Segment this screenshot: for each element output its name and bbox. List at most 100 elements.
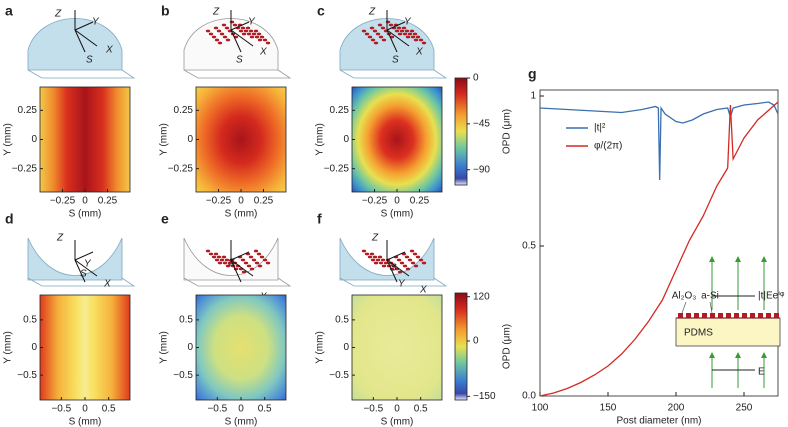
- inset-post: [694, 313, 699, 318]
- heatmap: [195, 294, 287, 401]
- meta-atom: [253, 29, 259, 33]
- axis-arrow: [230, 251, 250, 261]
- axis-arrow: [230, 259, 254, 277]
- meta-atom: [377, 23, 383, 27]
- heatmap: [39, 294, 131, 401]
- meta-atom: [361, 29, 367, 33]
- meta-atom: [397, 32, 403, 36]
- y-tick-label: −0.5: [173, 370, 193, 381]
- meta-atom: [251, 32, 257, 36]
- y-tick-label: −0.5: [17, 370, 37, 381]
- colorbar-tick-label: −90: [473, 164, 490, 175]
- sketch-label: Y: [84, 259, 92, 270]
- x-tick-label: 250: [736, 403, 753, 414]
- meta-atom: [211, 35, 217, 39]
- axis-arrow: [74, 259, 86, 283]
- meta-atom: [221, 23, 227, 27]
- meta-atom: [369, 26, 375, 30]
- meta-atom: [262, 38, 268, 42]
- inset-label: Al₂O₃: [672, 291, 697, 302]
- y-axis-label: Y (mm): [315, 331, 326, 364]
- inset-label: E: [758, 367, 765, 378]
- meta-atom: [243, 261, 249, 265]
- sketch-label: Z: [56, 233, 64, 244]
- meta-atom: [251, 258, 257, 262]
- inset-arrowhead: [709, 352, 715, 358]
- meta-atom: [240, 258, 246, 262]
- meta-atom: [407, 258, 413, 262]
- x-tick-label: 0.5: [102, 404, 116, 415]
- axis-arrow: [386, 259, 410, 277]
- axis-arrow: [230, 259, 242, 283]
- meta-atom: [373, 41, 379, 45]
- x-axis-label: Post diameter (nm): [616, 416, 701, 427]
- meta-atom: [412, 32, 418, 36]
- inset-label: |t|Eeⁱᵠ: [758, 291, 785, 302]
- x-tick-label: 0: [238, 404, 244, 415]
- panel-label: b: [161, 3, 170, 19]
- meta-atom: [381, 38, 387, 42]
- meta-atom: [405, 267, 411, 271]
- meta-atom: [399, 261, 405, 265]
- inset-post: [710, 313, 715, 318]
- meta-atom: [248, 29, 254, 33]
- colorbar: [454, 292, 468, 401]
- meta-atom: [222, 35, 228, 39]
- meta-atom: [404, 29, 410, 33]
- meta-atom: [404, 255, 410, 259]
- x-tick-label: 0.5: [414, 404, 428, 415]
- y-tick-label: 0.25: [18, 105, 38, 116]
- axis-arrow: [386, 251, 406, 261]
- y-tick-label: 0: [31, 134, 37, 145]
- lens-substrate: [339, 237, 435, 281]
- substrate-base: [27, 277, 136, 287]
- meta-atom: [219, 32, 225, 36]
- meta-atom: [214, 258, 220, 262]
- y-axis-label: Y (mm): [159, 123, 170, 156]
- inset-leader: [709, 301, 713, 314]
- panel-label: a: [5, 3, 13, 19]
- meta-atom: [397, 270, 403, 274]
- x-tick-label: 0.25: [254, 196, 274, 207]
- meta-atom: [240, 26, 246, 30]
- panel-label: g: [528, 66, 537, 82]
- x-tick-label: 0.25: [98, 196, 118, 207]
- meta-atom: [214, 38, 220, 42]
- meta-atom: [217, 261, 223, 265]
- axis-arrow: [74, 29, 98, 47]
- meta-atom: [238, 29, 244, 33]
- y-tick-label: 0.25: [330, 105, 350, 116]
- panel-label: f: [317, 211, 322, 227]
- sketch-label: S: [228, 258, 235, 269]
- sketch-label: S: [390, 263, 397, 274]
- legend-label: φ/(2π): [594, 141, 622, 152]
- inset-post: [702, 313, 707, 318]
- sketch-label: X: [103, 279, 111, 290]
- colorbar-label: OPD (μm): [502, 324, 513, 369]
- y-tick-label: 0.5: [335, 315, 349, 326]
- meta-atom: [369, 252, 375, 256]
- inset-post: [774, 313, 779, 318]
- x-tick-label: 0: [82, 404, 88, 415]
- inset-arrowhead: [761, 256, 767, 262]
- meta-atom: [367, 255, 373, 259]
- panel-label: e: [161, 211, 169, 227]
- meta-atom: [222, 261, 228, 265]
- meta-atom: [216, 255, 222, 259]
- inset-post: [750, 313, 755, 318]
- line-series: [539, 101, 779, 181]
- meta-atom: [211, 255, 217, 259]
- meta-atom: [380, 26, 386, 30]
- x-tick-label: 100: [532, 403, 549, 414]
- meta-atom: [254, 35, 260, 39]
- lens-substrate: [27, 237, 123, 281]
- meta-atom: [415, 255, 421, 259]
- meta-atom: [413, 264, 419, 268]
- axis-arrow: [74, 21, 94, 31]
- x-axis-label: S (mm): [225, 417, 258, 427]
- meta-atom: [256, 252, 262, 256]
- meta-atom: [364, 252, 370, 256]
- meta-atom: [421, 261, 427, 265]
- meta-atom: [232, 23, 238, 27]
